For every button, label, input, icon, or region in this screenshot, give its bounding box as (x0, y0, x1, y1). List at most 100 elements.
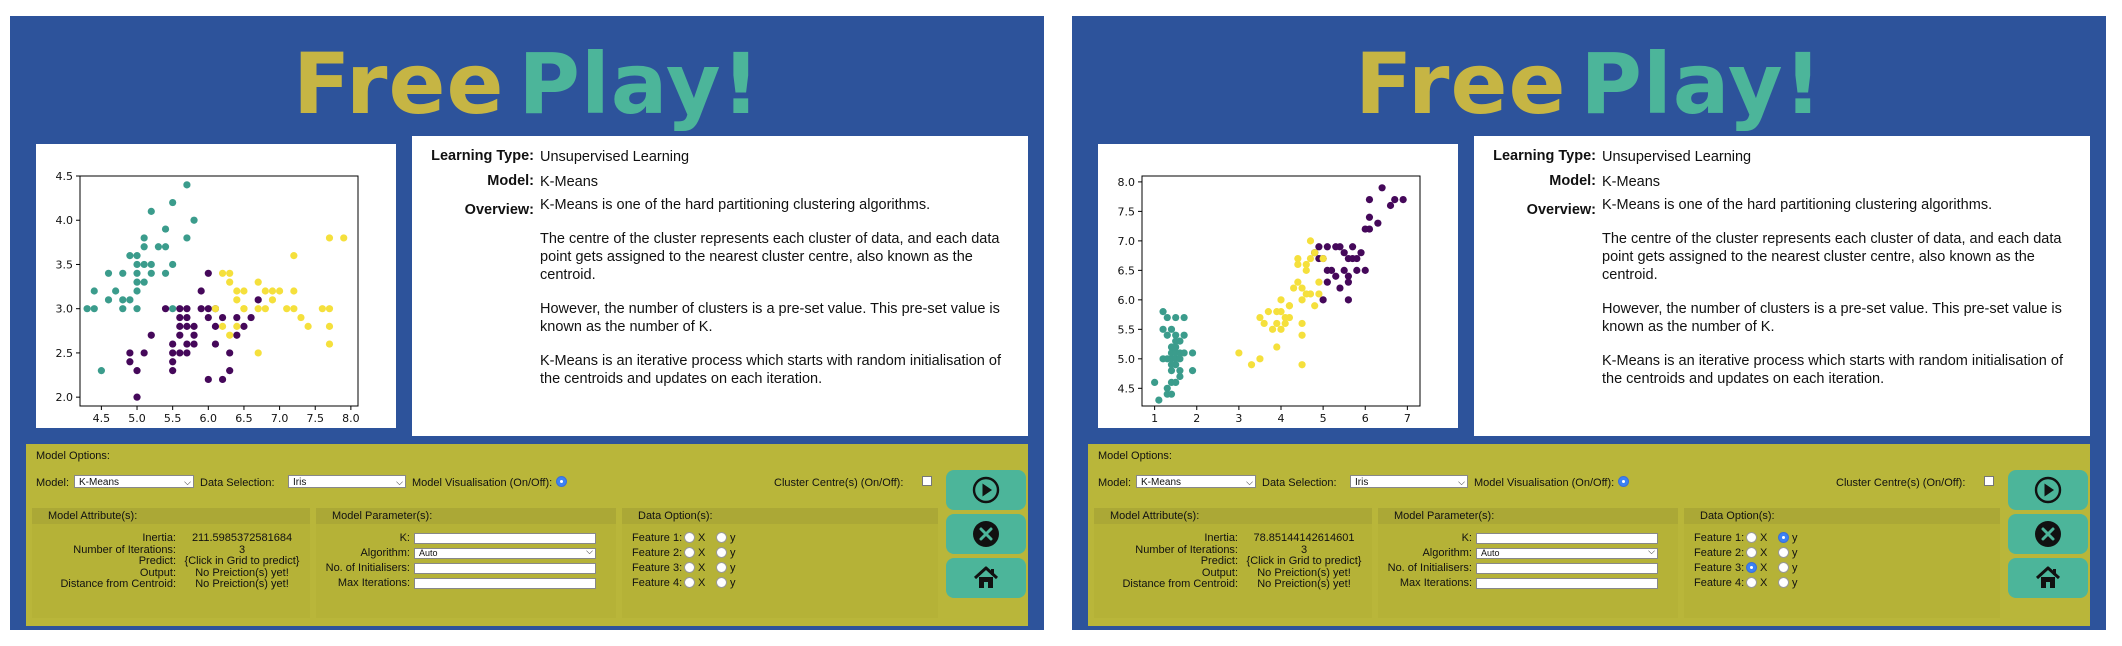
data-point-cluster-1 (169, 305, 177, 313)
output-value: No Preiction(s) yet! (195, 566, 289, 579)
model-attributes-section: Model Attribute(s): Inertia: 211.598537258… (32, 508, 310, 618)
scatter-plot-container[interactable]: 1 2 3 4 5 6 7 4.5 5.0 5.5 6.0 6.5 7.0 7.5 8.0 (1098, 144, 1458, 428)
data-point-cluster-3 (218, 269, 227, 277)
iterations-label: Number of Iterations: (73, 543, 176, 556)
k-input[interactable] (414, 533, 596, 544)
data-point-cluster-1 (1167, 390, 1176, 398)
model-attributes-header: Model Attribute(s): (1094, 508, 1372, 524)
data-point-cluster-3 (261, 305, 269, 313)
inertia-value: 211.5985372581684 (191, 532, 293, 544)
clear-button[interactable] (2008, 514, 2088, 554)
feature-1-x-radio[interactable] (684, 532, 695, 543)
model-parameters-title: Model Parameter(s): (332, 510, 433, 522)
x-tick-label: 8.0 (342, 412, 360, 425)
play-button[interactable] (946, 470, 1026, 510)
data-point-cluster-2 (218, 375, 227, 384)
scatter-plot[interactable]: 4.5 5.0 5.5 6.0 6.5 7.0 7.5 8.0 2.0 2.5 3.0 3.5 4.0 4… (36, 144, 396, 428)
data-selection-select[interactable]: Iris ⌵ (288, 475, 406, 488)
data-point-cluster-3 (254, 278, 262, 286)
model-options-header: Model Options: (36, 450, 110, 462)
data-point-cluster-2 (140, 349, 148, 357)
model-visualisation-toggle[interactable] (556, 476, 567, 487)
output-value: No Preiction(s) yet! (1257, 566, 1351, 579)
feature-1-y-radio[interactable] (716, 532, 727, 543)
title-free: Free (1355, 35, 1567, 133)
data-selection-label: Data Selection: (200, 477, 275, 489)
algorithm-select[interactable]: Auto ⌵ (1476, 547, 1658, 559)
max-iterations-input[interactable] (1476, 578, 1658, 589)
data-point-cluster-2 (1323, 278, 1331, 286)
model-visualisation-toggle[interactable] (1618, 476, 1629, 487)
distance-value: No Preiction(s) yet! (195, 578, 289, 590)
home-button[interactable] (946, 558, 1026, 598)
data-point-cluster-3 (275, 287, 284, 295)
model-value: K-Means (1602, 174, 1661, 190)
data-point-cluster-2 (169, 367, 177, 375)
model-select[interactable]: K-Means ⌵ (74, 475, 194, 488)
cluster-centre-checkbox[interactable] (922, 476, 932, 486)
data-point-cluster-1 (1188, 367, 1197, 375)
x-tick-label: 7.5 (306, 412, 324, 425)
k-label: K: (399, 532, 410, 544)
feature-1-x-radio[interactable] (1746, 532, 1757, 543)
x-radio-label: X (1760, 532, 1768, 544)
feature-3-y-radio[interactable] (716, 562, 727, 573)
feature-4-x-radio[interactable] (684, 577, 695, 588)
feature-3-y-radio[interactable] (1778, 562, 1789, 573)
feature-1-y-radio[interactable] (1778, 532, 1789, 543)
data-point-cluster-3 (325, 305, 334, 313)
data-point-cluster-3 (340, 234, 348, 242)
data-point-cluster-3 (1311, 249, 1319, 257)
cluster-centre-checkbox[interactable] (1984, 476, 1994, 486)
data-point-cluster-1 (1159, 325, 1167, 333)
model-parameters-header: Model Parameter(s): (1378, 508, 1678, 524)
data-point-cluster-2 (183, 322, 191, 330)
k-input[interactable] (1476, 533, 1658, 544)
y-tick-label: 5.5 (1118, 323, 1136, 336)
data-point-cluster-2 (176, 331, 184, 339)
data-point-cluster-2 (1365, 213, 1374, 221)
feature-2-y-radio[interactable] (1778, 547, 1789, 558)
clear-button[interactable] (946, 514, 1026, 554)
data-point-cluster-3 (1273, 308, 1281, 316)
data-point-cluster-3 (1273, 319, 1281, 328)
feature-4-x-radio[interactable] (1746, 577, 1757, 588)
feature-3-x-radio[interactable] (684, 562, 695, 573)
data-point-cluster-3 (1294, 278, 1302, 286)
scatter-plot-container[interactable]: 4.5 5.0 5.5 6.0 6.5 7.0 7.5 8.0 2.0 2.5 3.0 3.5 4.0 4… (36, 144, 396, 428)
y-tick-label: 3.5 (56, 258, 74, 271)
data-point-cluster-2 (133, 393, 141, 401)
model-attributes-title: Model Attribute(s): (48, 510, 138, 522)
feature-2-label: Feature 2: (632, 547, 683, 559)
data-point-cluster-1 (1163, 313, 1171, 322)
data-selection-select[interactable]: Iris ⌵ (1350, 475, 1468, 488)
play-icon (972, 476, 1000, 504)
data-point-cluster-3 (233, 296, 241, 304)
max-iterations-input[interactable] (414, 578, 596, 589)
data-point-cluster-1 (161, 225, 170, 233)
feature-3-x-radio[interactable] (1746, 562, 1757, 573)
data-point-cluster-3 (1268, 325, 1277, 333)
model-attributes-section: Model Attribute(s): Inertia: 78.8514414261… (1094, 508, 1372, 618)
home-button[interactable] (2008, 558, 2088, 598)
algorithm-select[interactable]: Auto ⌵ (414, 547, 596, 559)
feature-2-x-radio[interactable] (1746, 547, 1757, 558)
play-button[interactable] (2008, 470, 2088, 510)
data-point-cluster-1 (1172, 331, 1180, 339)
feature-2-y-radio[interactable] (716, 547, 727, 558)
data-point-cluster-2 (1357, 249, 1365, 257)
model-select[interactable]: K-Means ⌵ (1136, 475, 1256, 488)
data-point-cluster-3 (233, 287, 241, 295)
data-selection-value: Iris (1355, 477, 1369, 488)
data-point-cluster-3 (1319, 254, 1327, 263)
cluster-centre-label: Cluster Centre(s) (On/Off): (1836, 477, 1966, 489)
data-point-cluster-1 (126, 252, 134, 260)
scatter-plot[interactable]: 1 2 3 4 5 6 7 4.5 5.0 5.5 6.0 6.5 7.0 7.5 8.0 (1098, 144, 1458, 428)
data-point-cluster-1 (1180, 349, 1188, 357)
initialisers-input[interactable] (414, 563, 596, 574)
feature-4-y-radio[interactable] (1778, 577, 1789, 588)
data-point-cluster-1 (147, 207, 155, 215)
initialisers-input[interactable] (1476, 563, 1658, 574)
feature-2-x-radio[interactable] (684, 547, 695, 558)
feature-4-y-radio[interactable] (716, 577, 727, 588)
